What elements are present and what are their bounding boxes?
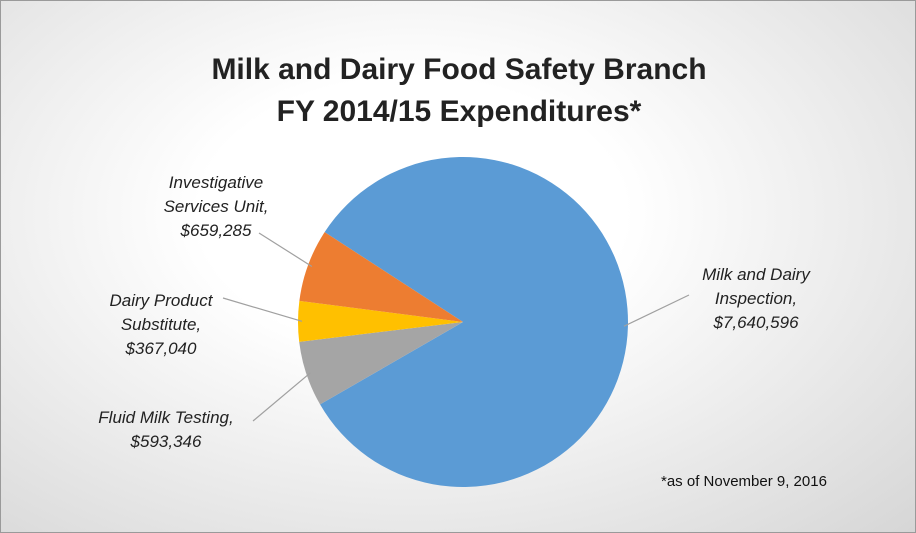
pie-slice: [299, 232, 463, 322]
data-label: Milk and Dairy Inspection, $7,640,596: [686, 263, 826, 335]
leader-line: [623, 294, 690, 327]
annotation: *as of November 9, 2016: [661, 473, 827, 490]
value-label: $593,346: [130, 432, 202, 451]
value-label: $659,285: [180, 221, 252, 240]
leader-line: [258, 232, 313, 267]
category-label: Milk and Dairy Inspection,: [702, 265, 810, 308]
data-label: Dairy Product Substitute, $367,040: [98, 289, 224, 361]
data-label: Fluid Milk Testing, $593,346: [81, 406, 251, 454]
category-label: Dairy Product Substitute,: [109, 291, 213, 334]
pie-slice: [320, 156, 629, 487]
chart-title: Milk and Dairy Food Safety Branch FY 201…: [211, 53, 707, 128]
leader-line: [222, 297, 303, 322]
value-label: $7,640,596: [713, 313, 799, 332]
data-label: Investigative Services Unit, $659,285: [151, 171, 281, 243]
value-label: $367,040: [125, 339, 197, 358]
category-label: Investigative Services Unit,: [163, 173, 269, 216]
pie-slice: [298, 300, 463, 342]
leader-line: [252, 372, 311, 422]
pie-slice: [299, 322, 463, 405]
category-label: Fluid Milk Testing,: [98, 408, 234, 427]
